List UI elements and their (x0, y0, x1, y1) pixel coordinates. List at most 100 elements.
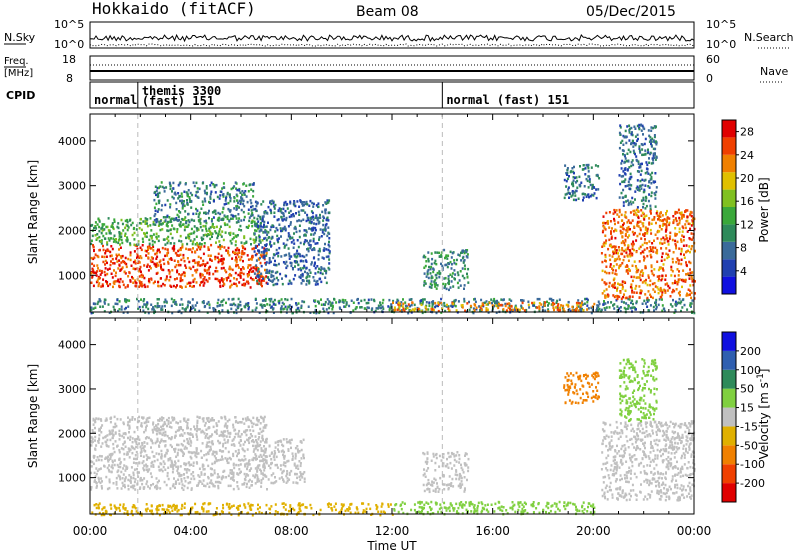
data-cell (270, 225, 273, 229)
data-cell (617, 246, 620, 249)
data-cell (184, 285, 187, 288)
data-cell (601, 278, 604, 282)
data-cell (164, 254, 167, 258)
data-cell (257, 243, 260, 246)
data-cell (272, 200, 275, 204)
data-cell (435, 311, 438, 315)
data-cell (691, 271, 694, 274)
data-cell (111, 464, 114, 467)
data-cell (133, 480, 136, 484)
data-cell (196, 301, 199, 304)
data-cell (136, 467, 138, 471)
data-cell (682, 244, 685, 247)
data-cell (168, 270, 171, 273)
data-cell (233, 277, 236, 280)
data-cell (653, 192, 656, 195)
data-cell (649, 207, 652, 210)
colorbar-tick-label: 28 (740, 126, 754, 139)
data-cell (111, 459, 114, 463)
data-cell (94, 225, 97, 228)
data-cell (630, 126, 633, 130)
data-cell (269, 208, 272, 212)
data-cell (646, 305, 649, 308)
data-cell (637, 276, 640, 279)
data-cell (131, 416, 134, 419)
data-cell (137, 243, 140, 246)
y-tick-label: 3000 (58, 180, 86, 193)
data-cell (199, 222, 202, 225)
data-cell (278, 301, 281, 305)
data-cell (249, 268, 252, 272)
data-cell (133, 468, 136, 471)
data-cell (184, 264, 187, 267)
data-cell (444, 263, 447, 267)
data-cell (612, 278, 615, 282)
data-cell (553, 308, 555, 312)
data-cell (158, 419, 161, 422)
data-cell (303, 233, 306, 236)
data-cell (480, 298, 483, 302)
data-cell (251, 247, 254, 251)
data-cell (221, 458, 224, 461)
data-cell (665, 219, 668, 222)
data-cell (451, 275, 454, 278)
data-cell (306, 239, 308, 243)
data-cell (665, 226, 668, 229)
data-cell (123, 458, 126, 461)
data-cell (104, 419, 107, 422)
data-cell (284, 209, 287, 213)
data-cell (218, 227, 221, 231)
data-cell (233, 435, 236, 439)
data-cell (685, 244, 688, 247)
data-cell (139, 246, 142, 249)
data-cell (313, 248, 316, 251)
data-cell (160, 307, 163, 310)
data-cell (227, 474, 230, 478)
data-cell (263, 210, 266, 214)
data-cell (166, 248, 169, 251)
data-cell (169, 203, 172, 206)
data-cell (309, 239, 312, 242)
data-cell (678, 221, 681, 225)
data-cell (94, 448, 97, 451)
data-cell (486, 308, 489, 311)
data-cell (133, 447, 136, 451)
data-cell (227, 432, 230, 435)
data-cell (455, 262, 458, 266)
data-cell (152, 245, 155, 249)
data-cell (580, 301, 583, 304)
data-cell (406, 306, 409, 310)
data-cell (179, 420, 182, 423)
data-cell (157, 199, 160, 203)
data-cell (92, 245, 95, 249)
data-cell (632, 242, 635, 246)
data-cell (287, 282, 290, 286)
data-cell (421, 300, 424, 304)
data-cell (482, 303, 485, 307)
data-cell (331, 308, 334, 311)
data-cell (221, 455, 223, 458)
data-cell (246, 465, 249, 468)
data-cell (120, 447, 123, 450)
data-cell (92, 419, 95, 422)
data-cell (209, 184, 212, 187)
data-cell (344, 305, 347, 308)
data-cell (205, 443, 208, 447)
data-cell (267, 221, 269, 224)
data-cell (153, 219, 156, 222)
data-cell (244, 417, 247, 420)
data-cell (603, 281, 606, 284)
data-cell (650, 191, 653, 194)
data-cell (643, 188, 646, 192)
data-cell (474, 300, 477, 304)
data-cell (236, 452, 239, 455)
data-cell (520, 304, 523, 308)
data-cell (120, 308, 123, 311)
data-cell (288, 252, 291, 255)
data-cell (645, 242, 648, 245)
data-cell (174, 300, 177, 304)
data-cell (608, 211, 611, 214)
data-cell (195, 447, 198, 450)
data-cell (657, 218, 659, 221)
data-cell (292, 267, 294, 271)
